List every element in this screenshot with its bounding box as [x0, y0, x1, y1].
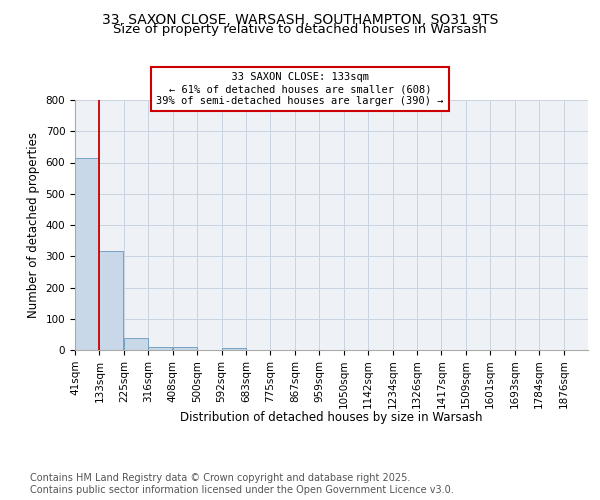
Bar — [221, 348, 245, 350]
Y-axis label: Number of detached properties: Number of detached properties — [27, 132, 40, 318]
Bar — [124, 338, 148, 350]
Bar — [148, 347, 172, 350]
Bar — [100, 251, 124, 350]
Text: Contains HM Land Registry data © Crown copyright and database right 2025.
Contai: Contains HM Land Registry data © Crown c… — [30, 474, 454, 495]
Text: 33 SAXON CLOSE: 133sqm  
← 61% of detached houses are smaller (608)
39% of semi-: 33 SAXON CLOSE: 133sqm ← 61% of detached… — [156, 72, 444, 106]
X-axis label: Distribution of detached houses by size in Warsash: Distribution of detached houses by size … — [180, 411, 483, 424]
Text: Size of property relative to detached houses in Warsash: Size of property relative to detached ho… — [113, 24, 487, 36]
Bar — [173, 347, 197, 350]
Text: 33, SAXON CLOSE, WARSASH, SOUTHAMPTON, SO31 9TS: 33, SAXON CLOSE, WARSASH, SOUTHAMPTON, S… — [102, 12, 498, 26]
Bar — [75, 158, 99, 350]
